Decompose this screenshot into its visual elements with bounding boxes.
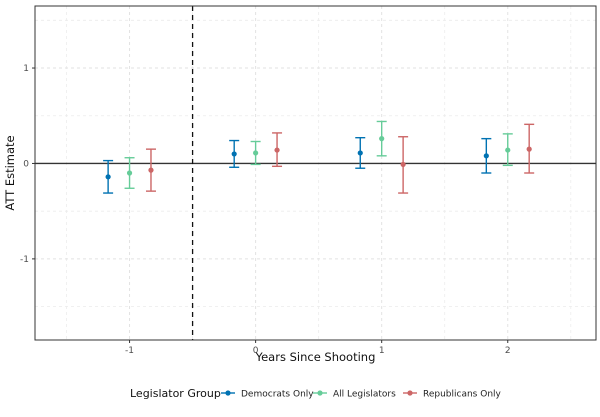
x-tick-label: 1 (379, 346, 385, 356)
legend-item-label: All Legislators (333, 390, 396, 400)
legend-item-label: Democrats Only (241, 390, 314, 400)
legend-item-label: Republicans Only (423, 390, 502, 400)
data-point (483, 153, 489, 159)
legend-key-point (225, 390, 231, 396)
y-tick-label: 0 (23, 159, 29, 169)
data-point (274, 147, 280, 153)
data-point (505, 147, 511, 153)
y-tick-label: 1 (23, 64, 29, 74)
data-point (526, 146, 532, 152)
x-tick-label: 2 (505, 346, 511, 356)
y-tick-label: -1 (20, 255, 29, 265)
plot-background (35, 6, 596, 340)
data-point (105, 174, 111, 180)
legend-key-point (317, 390, 323, 396)
data-point (379, 136, 385, 142)
legend-title: Legislator Group (130, 387, 221, 400)
legend-key-point (407, 390, 413, 396)
data-point (231, 151, 237, 157)
data-point (126, 170, 133, 176)
y-axis-title: ATT Estimate (3, 135, 17, 210)
panel-border (34, 5, 597, 341)
data-point (357, 150, 363, 156)
x-tick-label: 0 (253, 346, 259, 356)
x-tick-label: -1 (125, 346, 134, 356)
data-point (400, 161, 406, 168)
x-axis-title: Years Since Shooting (255, 350, 376, 364)
data-point (148, 167, 154, 173)
data-point (253, 150, 259, 156)
